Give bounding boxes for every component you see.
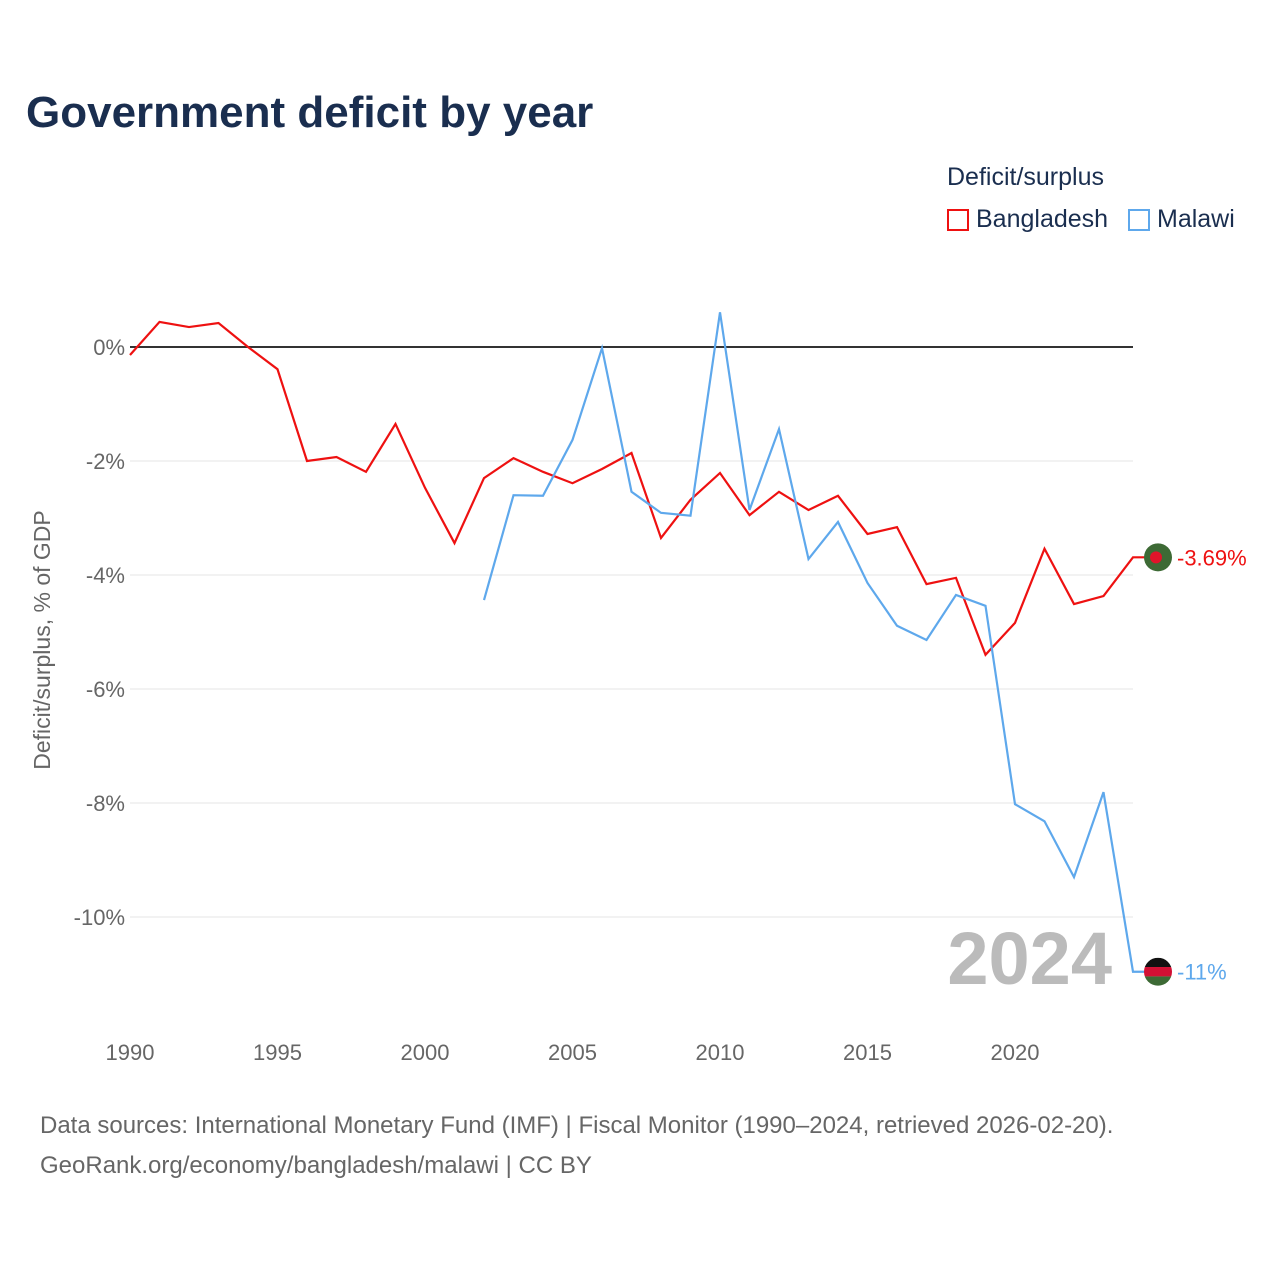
x-tick-label: 1995 <box>253 1040 302 1065</box>
legend-swatch <box>947 208 969 231</box>
x-tick-label: 2005 <box>548 1040 597 1065</box>
end-value-label: -3.69% <box>1177 545 1247 570</box>
end-value-label: -11% <box>1177 960 1227 985</box>
flag-marker-bangladesh-disc <box>1150 551 1162 564</box>
legend-item-bangladesh[interactable]: Bangladesh <box>947 205 1108 234</box>
source-line-1: Data sources: International Monetary Fun… <box>40 1112 1114 1139</box>
y-axis-label: Deficit/surplus, % of GDP <box>29 510 55 769</box>
flag-stripe <box>1144 976 1172 986</box>
x-tick-label: 1990 <box>106 1040 155 1065</box>
series-line-bangladesh <box>129 320 1145 657</box>
x-tick-label: 2015 <box>843 1040 892 1065</box>
source-line-2[interactable]: GeoRank.org/economy/bangladesh/malawi | … <box>40 1152 592 1179</box>
chart-title: Government deficit by year <box>26 88 594 137</box>
y-tick-label: -6% <box>86 677 125 702</box>
year-label: 2024 <box>947 917 1112 1000</box>
x-tick-label: 2000 <box>401 1040 450 1065</box>
y-tick-label: -8% <box>86 791 125 816</box>
y-tick-label: 0% <box>93 335 125 360</box>
legend-title: Deficit/surplus <box>947 163 1104 191</box>
flag-stripe <box>1144 957 1172 968</box>
y-tick-label: -10% <box>74 905 125 930</box>
legend-label: Bangladesh <box>976 205 1109 233</box>
legend-label: Malawi <box>1157 205 1235 233</box>
y-tick-label: -4% <box>86 563 125 588</box>
legend-swatch <box>1128 208 1150 231</box>
flag-stripe <box>1144 967 1172 977</box>
legend-item-malawi[interactable]: Malawi <box>1128 205 1235 234</box>
series-line-malawi <box>482 312 1145 973</box>
x-tick-label: 2010 <box>696 1040 745 1065</box>
x-tick-label: 2020 <box>991 1040 1040 1065</box>
source-note: Data sources: International Monetary Fun… <box>40 1106 1113 1186</box>
y-tick-label: -2% <box>86 449 125 474</box>
